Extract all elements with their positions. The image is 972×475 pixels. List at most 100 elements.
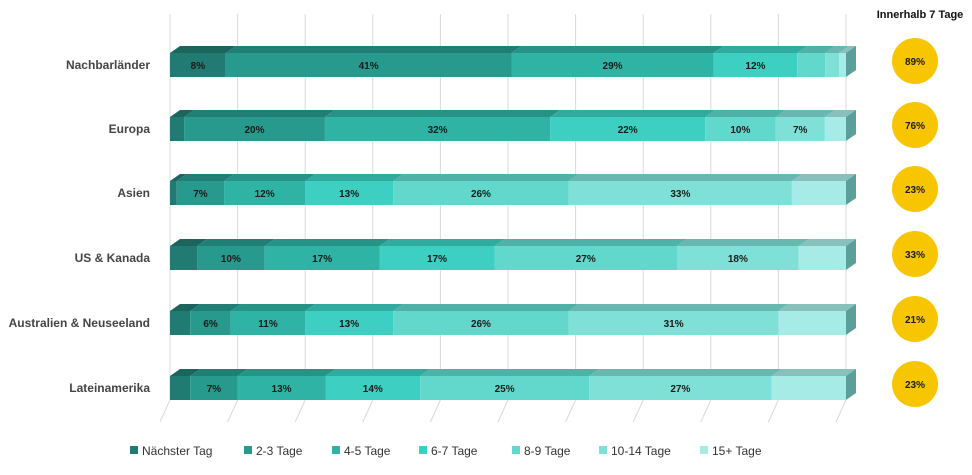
bar-segment [170,181,177,205]
bar-segment [170,376,191,400]
bar-segment-top [224,174,316,181]
within-7-days-value: 33% [905,250,925,261]
legend-entry: 4-5 Tage [344,444,391,458]
bar-value-label: 27% [670,384,690,395]
bar-segment-top [170,369,201,376]
bar-segment-top [778,304,856,311]
bar-segment-top [797,46,836,53]
within-7-days-value: 23% [905,185,925,196]
bar-value-label: 31% [664,319,684,330]
bar-segment-top [170,174,187,181]
legend-swatch [332,446,340,454]
legend-swatch [700,446,708,454]
side-panel-title: Innerhalb 7 Tage [877,9,964,21]
bar-value-label: 12% [745,61,765,72]
bar-segment-top [550,110,716,117]
bar-value-label: 22% [618,125,638,136]
bar-segment-top [324,110,561,117]
bar-segment-top [713,46,808,53]
bar-value-label: 25% [495,384,515,395]
bar-segment [568,311,779,335]
within-7-days-badge [892,361,938,407]
bar-segment [324,117,551,141]
bar-segment [797,53,826,77]
bar-segment-top [420,369,600,376]
bar-value-label: 18% [728,254,748,265]
bar-segment [771,376,846,400]
bar-side-face [846,110,856,141]
bar-segment [170,117,185,141]
bar-value-label: 6% [203,319,218,330]
bar-segment [511,53,714,77]
bar-segment-top [190,369,248,376]
bar-segment-top [237,369,336,376]
bar-segment-top [190,304,241,311]
bar-value-label: 29% [603,61,623,72]
bar-segment [264,246,380,270]
within-7-days-badge [892,166,938,212]
within-7-days-badge [892,296,938,342]
bar-value-label: 10% [730,125,750,136]
bar-segment [824,117,846,141]
legend-swatch [512,446,520,454]
bar-segment [184,117,325,141]
bar-segment [230,311,306,335]
bar-segment-top [170,110,195,117]
bar-segment-top [264,239,390,246]
bar-segment-top [305,304,404,311]
bar-segment-top [705,110,786,117]
bar-segment-top [568,174,802,181]
gridline-floor [497,399,509,423]
bar-segment [589,376,772,400]
within-7-days-badge [892,231,938,277]
gridline-floor [294,399,306,423]
bar-segment-top [305,174,404,181]
bar-segment-top [677,239,809,246]
bar-segment-top [824,110,856,117]
within-7-days-badge [892,38,938,84]
bar-segment-top [393,304,579,311]
bar-value-label: 41% [359,61,379,72]
legend-swatch [130,446,138,454]
bar-segment-top [589,369,782,376]
category-label: Europa [109,122,151,136]
bar-segment-top [325,369,431,376]
gridline-floor [227,399,239,423]
bar-segment [713,53,798,77]
bar-segment-top [825,46,850,53]
bar-segment [791,181,846,205]
bar-segment [825,53,840,77]
bar-segment-top [170,239,208,246]
bar-segment-top [379,239,505,246]
bar-segment [550,117,706,141]
bar-value-label: 13% [339,319,359,330]
gridline-floor [835,399,847,423]
bar-segment [237,376,326,400]
bar-segment-top [170,304,201,311]
bar-segment [224,181,306,205]
bar-segment [170,311,191,335]
bar-segment-top [798,239,856,246]
bar-value-label: 10% [221,254,241,265]
category-label: Nachbarländer [66,58,150,72]
bar-value-label: 13% [272,384,292,395]
bar-value-label: 12% [255,189,275,200]
bar-segment-top [494,239,687,246]
bar-value-label: 8% [191,61,206,72]
bar-value-label: 20% [244,125,264,136]
bar-segment [190,311,231,335]
within-7-days-value: 23% [905,380,925,391]
bar-segment-top [791,174,856,181]
gridline-floor [362,399,374,423]
bar-value-label: 26% [471,319,491,330]
bar-segment [176,181,225,205]
bar-side-face [846,304,856,335]
bar-side-face [846,239,856,270]
bar-segment [705,117,776,141]
gridline-floor [767,399,779,423]
bar-segment [677,246,799,270]
bar-side-face [846,46,856,77]
bar-value-label: 17% [427,254,447,265]
bar-segment-top [170,46,236,53]
